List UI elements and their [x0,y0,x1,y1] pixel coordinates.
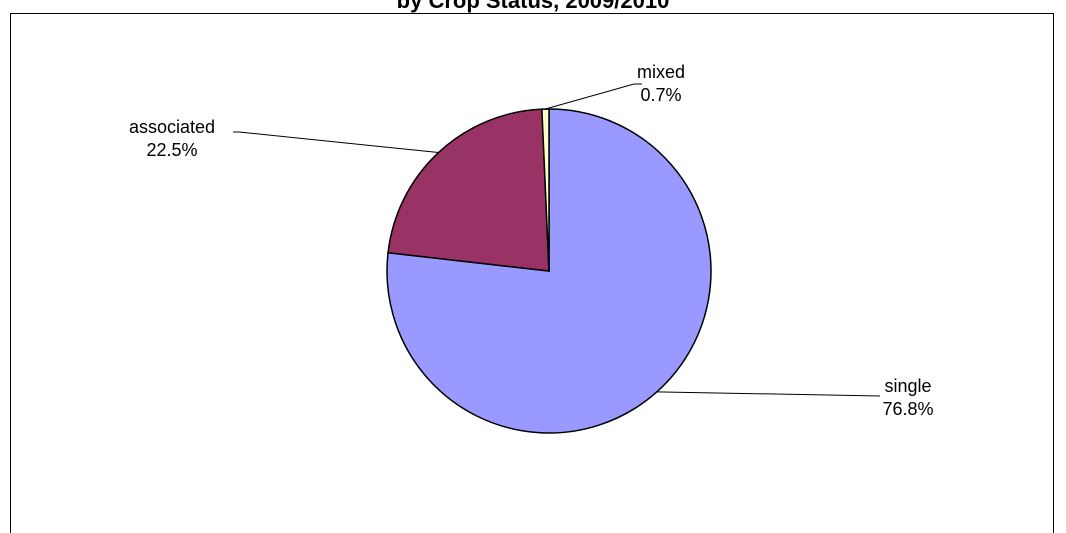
pie-slice-mixed [541,108,550,272]
chart-title: by Crop Status, 2009/2010 [396,0,670,13]
chart-frame [10,13,1054,533]
slice-label-single: single [884,376,931,396]
slice-label-associated: associated [129,117,215,137]
pie-slice-associated [387,108,550,272]
slice-value-mixed: 0.7% [640,85,681,105]
leader-line-associated [233,131,439,154]
slice-value-associated: 22.5% [146,140,197,160]
leader-line-mixed [545,83,642,110]
leader-line-single [656,391,881,397]
slice-value-single: 76.8% [882,399,933,419]
slice-label-mixed: mixed [637,62,685,82]
